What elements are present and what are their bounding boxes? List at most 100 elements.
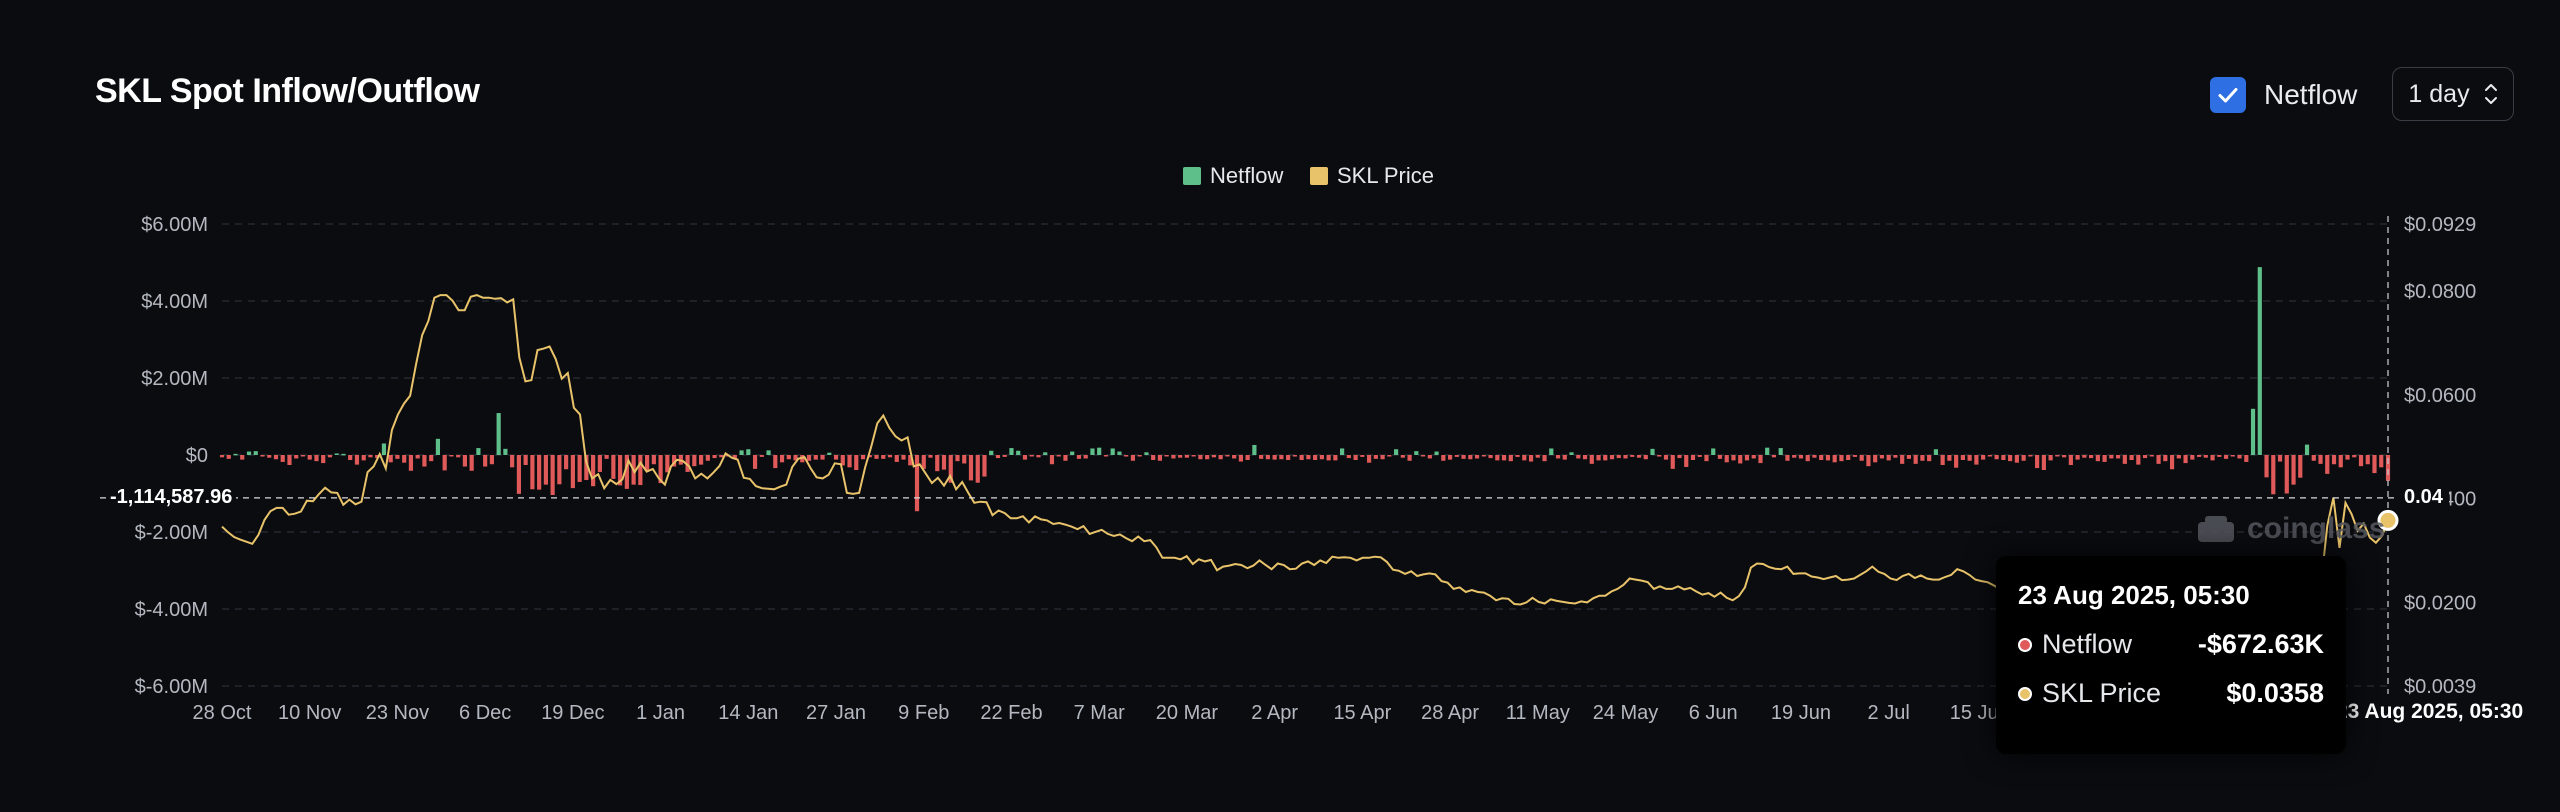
netflow-bar: [739, 450, 744, 455]
netflow-bar: [1292, 455, 1297, 457]
netflow-bar: [1542, 455, 1547, 462]
watermark: coinglass: [2195, 512, 2385, 546]
netflow-bar: [1636, 455, 1642, 458]
netflow-bar: [381, 443, 387, 455]
netflow-bar: [2318, 455, 2323, 464]
netflow-bar: [557, 455, 562, 485]
left-tick-label: $4.00M: [141, 291, 208, 313]
netflow-bar: [1522, 455, 1527, 461]
netflow-bar: [1690, 455, 1696, 460]
netflow-bar: [1744, 455, 1750, 461]
crosshair-netflow-label: -1,114,587.96: [106, 486, 237, 509]
netflow-bar: [523, 455, 528, 466]
netflow-bar: [1994, 455, 1999, 460]
x-tick-label: 15 Apr: [1333, 702, 1391, 724]
netflow-bar: [1609, 455, 1615, 460]
netflow-bar: [968, 455, 974, 481]
legend: Netflow SKL Price: [1183, 163, 1434, 188]
netflow-bar: [1495, 455, 1500, 461]
netflow-bar: [2217, 455, 2222, 457]
netflow-bar: [1738, 455, 1743, 464]
netflow-bar: [921, 455, 926, 469]
netflow-bar: [307, 455, 312, 460]
legend-label-netflow[interactable]: Netflow: [1210, 163, 1283, 188]
x-tick-label: 6 Dec: [459, 702, 511, 724]
tooltip-name-netflow: Netflow: [2042, 629, 2133, 659]
netflow-bar: [2082, 455, 2087, 458]
netflow-bar: [543, 455, 548, 485]
tooltip-dot-price: [2018, 686, 2032, 701]
netflow-bar: [2210, 455, 2215, 461]
netflow-bar: [1130, 455, 1136, 461]
netflow-bar: [847, 455, 852, 468]
netflow-bar: [874, 455, 879, 459]
netflow-bar: [2271, 455, 2276, 495]
netflow-bar: [395, 455, 400, 459]
netflow-bar: [530, 455, 535, 490]
left-tick-label: $6.00M: [141, 214, 208, 236]
netflow-bar: [1846, 455, 1851, 460]
netflow-bar: [1022, 455, 1028, 460]
netflow-bar: [1259, 455, 1264, 459]
netflow-bar: [537, 455, 542, 490]
netflow-bar: [840, 455, 845, 466]
netflow-bar: [2014, 455, 2019, 463]
netflow-bar: [287, 455, 292, 466]
netflow-bar: [1974, 455, 1979, 465]
left-tick-label: $-4.00M: [135, 599, 208, 621]
legend-label-price[interactable]: SKL Price: [1337, 163, 1434, 188]
netflow-bar: [1900, 455, 1905, 464]
netflow-bar: [1360, 455, 1365, 457]
netflow-bar: [860, 455, 866, 460]
netflow-bar: [489, 455, 494, 465]
netflow-checkbox[interactable]: [2210, 77, 2246, 113]
chevron-up-down-icon: [2484, 84, 2497, 104]
netflow-bar: [941, 455, 947, 470]
netflow-bar: [1596, 455, 1601, 461]
netflow-bar: [2257, 267, 2262, 455]
netflow-bar: [692, 455, 697, 467]
tooltip-row-price: SKL Price $0.0358: [2018, 678, 2324, 709]
check-icon: [2218, 88, 2238, 103]
netflow-bar: [1103, 455, 1109, 457]
netflow-bar: [516, 455, 521, 494]
netflow-bar: [752, 455, 758, 469]
netflow-bar: [908, 455, 913, 466]
netflow-bar: [408, 455, 414, 471]
left-tick-label: $-2.00M: [135, 522, 208, 544]
netflow-bar: [2048, 455, 2053, 461]
netflow-bar: [1717, 455, 1723, 459]
netflow-bar: [665, 455, 670, 473]
netflow-bar: [1663, 455, 1669, 460]
netflow-bar: [456, 455, 461, 458]
netflow-bar: [2055, 455, 2060, 457]
x-tick-label: 23 Nov: [366, 702, 429, 724]
netflow-bar: [1981, 455, 1986, 460]
netflow-bar: [267, 455, 272, 458]
netflow-bar: [2325, 455, 2330, 474]
netflow-bar: [2021, 455, 2026, 461]
right-tick-label: $0.0600: [2404, 385, 2476, 407]
netflow-bar: [746, 449, 751, 455]
netflow-bar: [645, 455, 650, 471]
netflow-bar: [935, 455, 940, 472]
netflow-bar: [1528, 455, 1534, 462]
interval-select[interactable]: 1 day: [2392, 67, 2514, 121]
netflow-toggle[interactable]: Netflow: [2210, 75, 2357, 115]
netflow-bar: [1353, 455, 1358, 460]
netflow-bar: [2250, 408, 2256, 455]
netflow-bar: [260, 455, 265, 457]
netflow-bar: [1252, 444, 1257, 455]
netflow-bar: [995, 455, 1001, 459]
netflow-bar: [1852, 455, 1858, 457]
netflow-bar: [1488, 455, 1493, 459]
netflow-bar: [982, 455, 987, 477]
netflow-bar: [2116, 455, 2121, 459]
x-tick-label: 10 Nov: [278, 702, 341, 724]
netflow-bar: [2338, 455, 2343, 468]
x-tick-label: 28 Oct: [193, 702, 252, 724]
netflow-bar: [2331, 455, 2337, 465]
netflow-bar: [887, 455, 893, 458]
netflow-bar: [2277, 455, 2283, 462]
netflow-bar: [294, 455, 299, 459]
